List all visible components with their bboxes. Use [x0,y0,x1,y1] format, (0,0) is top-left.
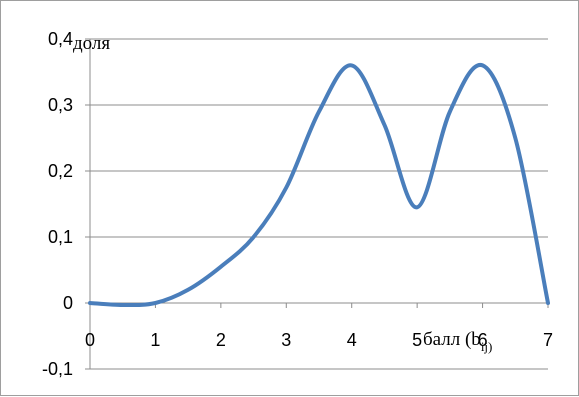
y-tick-label: -0,1 [42,359,73,379]
x-tick-label: 0 [85,330,95,350]
x-tick-label: 5 [412,330,422,350]
gridlines [90,38,548,370]
x-tick-label: 4 [347,330,357,350]
y-tick-label: 0,1 [48,227,73,247]
y-axis-label: доля [73,33,110,54]
y-tick-label: 0 [63,293,73,313]
x-tick-label: 1 [150,330,160,350]
x-tick-labels: 0 1 2 3 4 5 6 7 [85,330,553,350]
x-tick-label: 7 [543,330,553,350]
x-tick-label: 3 [281,330,291,350]
x-tick-label: 6 [478,330,488,350]
series-line [88,63,550,308]
y-tick-labels: -0,1 0 0,1 0,2 0,3 0,4 [42,29,73,379]
x-axis-label-main: балл (b [423,329,481,350]
y-tick-label: 0,2 [48,161,73,181]
y-tick-label: 0,3 [48,95,73,115]
x-axis-label-sub: ij) [481,339,493,354]
x-tick-label: 2 [216,330,226,350]
y-tick-label: 0,4 [48,29,73,49]
x-axis-label: балл (bij) [423,329,492,354]
axes [85,38,549,370]
